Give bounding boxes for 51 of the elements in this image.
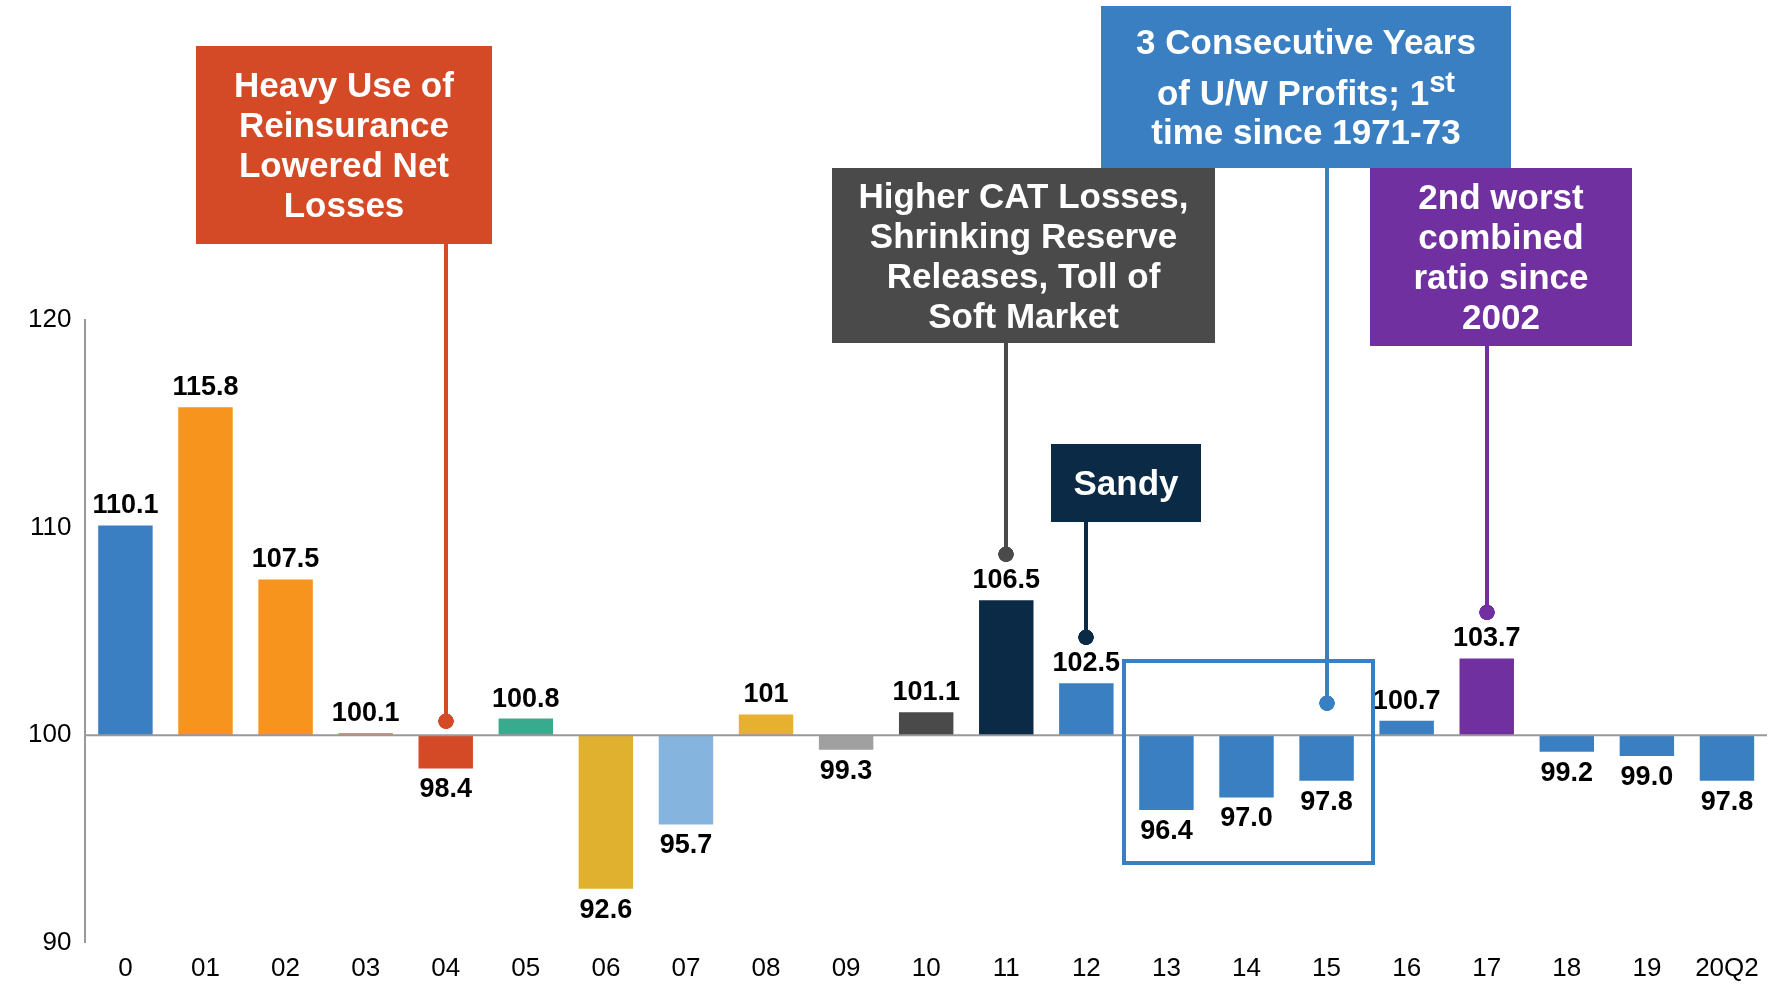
y-tick-label: 120 <box>27 303 72 334</box>
x-tick-label: 19 <box>1632 951 1662 982</box>
data-label: 101.1 <box>892 676 960 707</box>
x-tick-label: 20Q2 <box>1695 951 1759 982</box>
x-tick-label: 11 <box>992 951 1020 982</box>
x-tick-label: 07 <box>671 951 701 982</box>
data-label: 99.0 <box>1620 760 1674 791</box>
data-label: 97.8 <box>1300 785 1353 816</box>
x-tick-label: 04 <box>431 951 461 982</box>
data-label: 100.1 <box>331 697 400 728</box>
x-tick-label: 18 <box>1552 951 1582 982</box>
data-label: 110.1 <box>92 489 159 520</box>
data-label: 102.5 <box>1052 647 1121 678</box>
y-tick-label: 100 <box>27 718 72 749</box>
data-label: 103.7 <box>1452 622 1521 653</box>
text: Heavy Use of Reinsurance Lowered Net Losses <box>233 65 455 225</box>
x-tick-label: 06 <box>591 951 621 982</box>
x-tick-label: 01 <box>191 951 220 982</box>
x-tick-label: 14 <box>1232 951 1261 982</box>
annotation: 2nd worst combined ratio since 2002 <box>1412 177 1590 337</box>
x-tick-label: 08 <box>751 951 781 982</box>
data-label: 100.7 <box>1372 684 1441 715</box>
data-label: 99.3 <box>819 754 873 785</box>
x-tick-label: 03 <box>351 951 381 982</box>
data-label: 107.5 <box>251 543 320 574</box>
data-label: 106.5 <box>972 564 1041 595</box>
x-tick-label: 17 <box>1472 951 1502 982</box>
data-label: 115.8 <box>172 371 239 402</box>
annotation: Higher CAT Losses, Shrinking Reserve Releases, Toll of Soft Market <box>857 175 1190 336</box>
x-tick-label: 0 <box>118 951 133 982</box>
annotation: Sandy <box>1073 463 1179 503</box>
data-label: 99.2 <box>1540 756 1594 787</box>
x-tick-label: 12 <box>1071 951 1101 982</box>
data-label: 96.4 <box>1140 814 1193 845</box>
data-label: 98.4 <box>419 773 473 804</box>
data-label: 92.6 <box>579 893 633 924</box>
x-tick-label: 15 <box>1312 951 1342 982</box>
x-tick-label: 13 <box>1151 951 1181 982</box>
x-tick-label: 10 <box>911 951 941 982</box>
x-tick-label: 05 <box>511 951 541 982</box>
data-label: 95.7 <box>659 829 713 860</box>
y-tick-label: 90 <box>42 925 72 956</box>
text: 3 Consecutive Years of U/W Profits; 1$^{st}$ time since 1971-73 <box>1135 21 1477 153</box>
y-tick-label: 110 <box>29 510 72 541</box>
data-label: 97.8 <box>1700 785 1754 816</box>
data-label: 100.8 <box>492 682 560 713</box>
data-label: 97.0 <box>1220 802 1273 833</box>
x-tick-label: 02 <box>271 951 301 982</box>
data-label: 101 <box>743 678 789 709</box>
x-tick-label: 09 <box>831 951 861 982</box>
x-tick-label: 16 <box>1392 951 1422 982</box>
